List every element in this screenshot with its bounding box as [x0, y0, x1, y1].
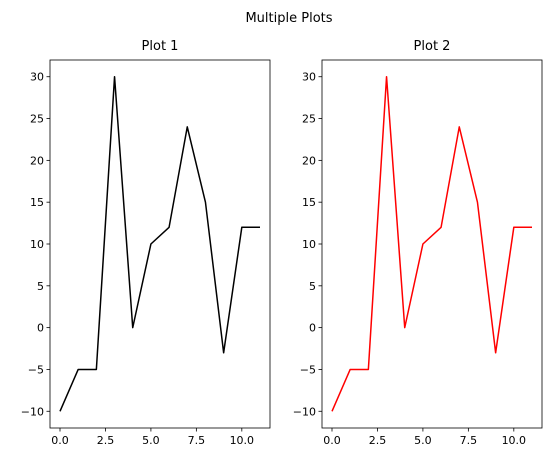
y-tick-label: 10: [302, 238, 316, 251]
subplot-title: Plot 1: [142, 39, 179, 54]
y-tick-label: −5: [28, 363, 44, 376]
x-tick-label: 10.0: [230, 434, 255, 447]
y-tick-label: 15: [30, 196, 44, 209]
x-tick-label: 7.5: [460, 434, 478, 447]
x-tick-label: 5.0: [142, 434, 160, 447]
subplot-1: Plot 1 0.0 2.5 5.0 7.5 10.0 −10 −5 0 5 10 15 20 25 30: [21, 39, 271, 447]
subplot-title: Plot 2: [414, 39, 451, 54]
x-tick-label: 10.0: [502, 434, 527, 447]
y-tick-label: 30: [30, 71, 44, 84]
y-tick-label: −10: [293, 405, 316, 418]
y-tick-label: −10: [21, 405, 44, 418]
y-tick-label: 0: [37, 322, 44, 335]
y-tick-label: 0: [309, 322, 316, 335]
subplot-2: Plot 2 0.0 2.5 5.0 7.5 10.0 −10 −5 0 5 10 15 20 25 30: [293, 39, 543, 447]
x-tick-label: 7.5: [188, 434, 206, 447]
figure-title: Multiple Plots: [245, 11, 332, 26]
x-tick-label: 0.0: [323, 434, 341, 447]
y-tick-label: 30: [302, 71, 316, 84]
x-tick-label: 2.5: [369, 434, 387, 447]
y-tick-label: 25: [302, 113, 316, 126]
axes-frame: [321, 59, 543, 429]
y-tick-label: 25: [30, 113, 44, 126]
y-tick-label: 10: [30, 238, 44, 251]
series-line: [59, 75, 260, 412]
y-tick-label: 5: [37, 280, 44, 293]
x-tick-label: 2.5: [97, 434, 115, 447]
y-tick-label: 20: [30, 154, 44, 167]
y-tick-label: 5: [309, 280, 316, 293]
axes-frame: [49, 59, 271, 429]
x-tick-label: 0.0: [51, 434, 69, 447]
y-tick-label: 15: [302, 196, 316, 209]
y-tick-label: −5: [300, 363, 316, 376]
x-tick-label: 5.0: [414, 434, 432, 447]
series-line: [331, 75, 532, 412]
y-tick-label: 20: [302, 154, 316, 167]
